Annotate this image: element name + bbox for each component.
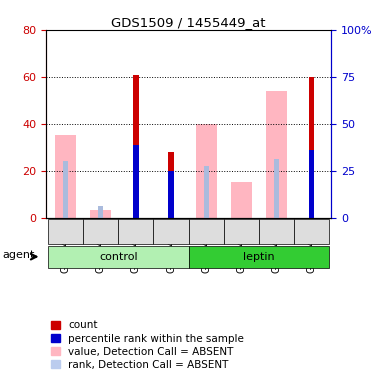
Bar — [204, 166, 209, 218]
FancyBboxPatch shape — [224, 219, 259, 244]
Bar — [133, 145, 139, 218]
FancyBboxPatch shape — [48, 219, 83, 244]
FancyBboxPatch shape — [294, 219, 329, 244]
Text: leptin: leptin — [243, 252, 275, 262]
FancyBboxPatch shape — [154, 219, 189, 244]
Bar — [266, 91, 287, 218]
Legend: count, percentile rank within the sample, value, Detection Call = ABSENT, rank, : count, percentile rank within the sample… — [52, 320, 244, 370]
Bar — [231, 182, 252, 218]
FancyBboxPatch shape — [189, 246, 329, 268]
Bar — [168, 171, 174, 217]
Bar — [133, 75, 139, 217]
Bar — [309, 150, 315, 217]
Bar — [90, 210, 111, 218]
Bar — [98, 206, 103, 218]
FancyBboxPatch shape — [189, 219, 224, 244]
FancyBboxPatch shape — [259, 219, 294, 244]
FancyBboxPatch shape — [48, 246, 189, 268]
Bar — [196, 124, 217, 218]
Text: agent: agent — [2, 251, 35, 261]
Bar — [63, 161, 68, 218]
Bar — [309, 77, 315, 218]
FancyBboxPatch shape — [83, 219, 118, 244]
FancyBboxPatch shape — [118, 219, 154, 244]
Text: control: control — [99, 252, 137, 262]
Bar — [55, 135, 76, 218]
Bar — [168, 152, 174, 217]
Bar — [274, 159, 279, 218]
Title: GDS1509 / 1455449_at: GDS1509 / 1455449_at — [111, 16, 266, 29]
